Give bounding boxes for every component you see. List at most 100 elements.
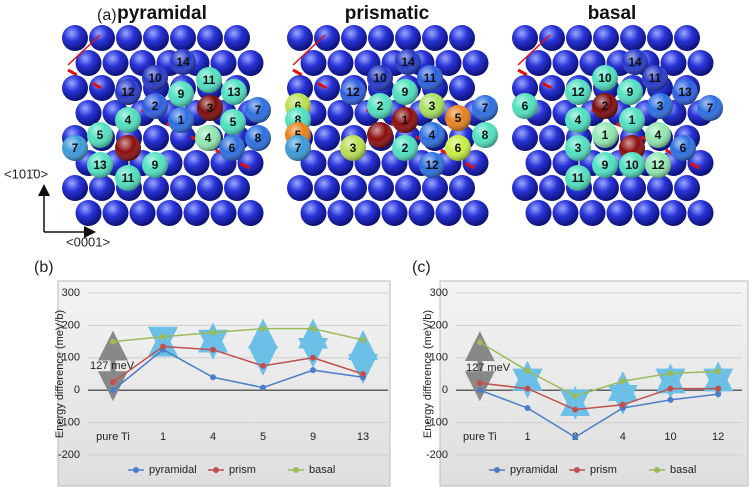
legend-marker bbox=[213, 467, 219, 473]
data-point bbox=[525, 368, 531, 374]
atom bbox=[314, 175, 340, 201]
atom-label: 4 bbox=[575, 113, 582, 127]
legend-marker bbox=[494, 467, 500, 473]
atom bbox=[539, 25, 565, 51]
legend-marker bbox=[654, 467, 660, 473]
atom-label: 11 bbox=[424, 71, 437, 85]
atom bbox=[89, 75, 115, 101]
atom bbox=[688, 200, 714, 226]
y-axis-title: Energy difference (meV/b) bbox=[54, 310, 66, 438]
atom bbox=[143, 125, 169, 151]
atom-label: 2 bbox=[152, 99, 159, 113]
panel-title: basal bbox=[588, 3, 637, 24]
atom bbox=[580, 200, 606, 226]
atom bbox=[89, 25, 115, 51]
atom-label: 9 bbox=[152, 158, 159, 172]
atom-shine bbox=[367, 122, 393, 148]
atom bbox=[170, 25, 196, 51]
atom bbox=[449, 175, 475, 201]
atom bbox=[103, 200, 129, 226]
atom bbox=[449, 75, 475, 101]
atom bbox=[328, 200, 354, 226]
atom bbox=[355, 200, 381, 226]
atom-label: 11 bbox=[572, 171, 585, 185]
atom bbox=[301, 200, 327, 226]
atom-label: 9 bbox=[602, 158, 609, 172]
atom bbox=[449, 25, 475, 51]
data-point bbox=[160, 334, 166, 340]
atom bbox=[76, 100, 102, 126]
atom-label: 2 bbox=[402, 141, 409, 155]
atom bbox=[395, 25, 421, 51]
atom bbox=[566, 25, 592, 51]
atom bbox=[287, 25, 313, 51]
atom bbox=[593, 175, 619, 201]
atom-label: 5 bbox=[455, 111, 462, 125]
data-point bbox=[360, 371, 366, 377]
atom bbox=[197, 25, 223, 51]
atom bbox=[539, 175, 565, 201]
data-point bbox=[310, 326, 316, 332]
atom-label: 14 bbox=[176, 55, 190, 69]
atom-label: 14 bbox=[628, 55, 642, 69]
data-point bbox=[260, 385, 266, 391]
data-point bbox=[715, 386, 721, 392]
annotation: 127 meV bbox=[466, 362, 511, 374]
atom-label: 11 bbox=[649, 71, 662, 85]
atom bbox=[422, 175, 448, 201]
atom bbox=[184, 150, 210, 176]
data-point bbox=[210, 330, 216, 336]
atom-label: 12 bbox=[346, 85, 360, 99]
legend-marker bbox=[133, 467, 139, 473]
atom-label: 14 bbox=[401, 55, 415, 69]
legend-label: basal bbox=[670, 464, 696, 476]
y-tick-label: 0 bbox=[74, 384, 80, 396]
data-point bbox=[525, 386, 531, 392]
atom bbox=[224, 25, 250, 51]
legend-marker bbox=[574, 467, 580, 473]
atom-label: 10 bbox=[148, 71, 162, 85]
atom-label: 3 bbox=[207, 101, 214, 115]
data-point bbox=[110, 387, 116, 393]
panel-title: pyramidal bbox=[117, 3, 207, 24]
atom bbox=[463, 50, 489, 76]
x-tick-label: 4 bbox=[620, 431, 626, 443]
atom-label: 8 bbox=[482, 128, 489, 142]
atom-label: 12 bbox=[571, 85, 585, 99]
atom bbox=[211, 200, 237, 226]
y-tick-label: -200 bbox=[58, 449, 80, 461]
atom bbox=[553, 200, 579, 226]
data-point bbox=[715, 368, 721, 374]
atom-label: 3 bbox=[350, 141, 357, 155]
atom bbox=[103, 50, 129, 76]
data-point bbox=[210, 347, 216, 353]
atom-shine bbox=[115, 135, 141, 161]
atom-label: 1 bbox=[178, 113, 185, 127]
atom-label: 1 bbox=[629, 113, 636, 127]
atom bbox=[512, 25, 538, 51]
atom bbox=[539, 75, 565, 101]
atom bbox=[607, 200, 633, 226]
atom-label: 12 bbox=[651, 158, 665, 172]
y-tick-label: 300 bbox=[62, 287, 80, 299]
legend-marker bbox=[293, 467, 299, 473]
atom bbox=[76, 200, 102, 226]
atom bbox=[647, 25, 673, 51]
atom-label: 7 bbox=[295, 141, 302, 155]
data-point bbox=[360, 337, 366, 343]
x-tick-label: 5 bbox=[260, 431, 266, 443]
atom bbox=[314, 25, 340, 51]
panel-label: (c) bbox=[412, 259, 431, 276]
x-tick-label: 12 bbox=[712, 431, 724, 443]
atom-label: 9 bbox=[402, 85, 409, 99]
atom bbox=[409, 200, 435, 226]
legend-label: prism bbox=[590, 464, 617, 476]
data-point bbox=[110, 379, 116, 385]
axis-label-vertical: <101̄0> bbox=[4, 166, 48, 181]
atom bbox=[197, 175, 223, 201]
atom-label: 10 bbox=[625, 158, 639, 172]
atom-label: 12 bbox=[425, 158, 439, 172]
data-point bbox=[310, 367, 316, 373]
atom bbox=[620, 25, 646, 51]
